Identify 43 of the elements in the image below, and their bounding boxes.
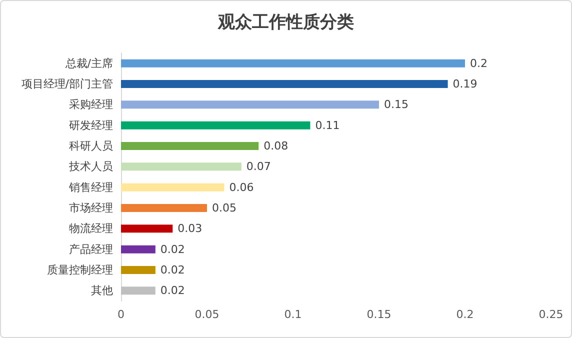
y-tick-label: 总裁/主席	[64, 56, 113, 70]
data-label: 0.11	[315, 118, 340, 132]
x-tick-label: 0.15	[366, 308, 392, 321]
bar	[121, 100, 379, 109]
data-label: 0.02	[160, 264, 185, 276]
y-tick-label: 质量控制经理	[47, 264, 113, 276]
data-label: 0.19	[452, 78, 478, 90]
data-label: 0.08	[264, 140, 288, 152]
bar	[121, 204, 207, 212]
data-label: 0.03	[178, 222, 202, 236]
y-tick-label: 其他	[91, 284, 113, 298]
data-label: 0.06	[229, 180, 254, 194]
bar	[121, 183, 224, 192]
data-label: 0.05	[212, 202, 236, 214]
bar	[121, 59, 465, 68]
y-tick-label: 研发经理	[69, 118, 113, 132]
x-tick-label: 0.25	[538, 308, 564, 321]
y-tick-label: 物流经理	[69, 222, 113, 236]
data-label: 0.02	[160, 242, 185, 256]
y-tick-label: 市场经理	[69, 202, 113, 214]
y-tick-label: 产品经理	[69, 242, 113, 256]
bar	[121, 224, 173, 233]
data-label: 0.2	[470, 56, 488, 70]
bar	[121, 121, 310, 130]
y-tick-label: 科研人员	[69, 140, 113, 152]
x-tick-label: 0.05	[194, 308, 220, 321]
bar	[121, 286, 156, 295]
bar	[121, 245, 156, 254]
bar	[121, 80, 448, 88]
x-tick-label: 0	[118, 308, 124, 321]
x-tick-label: 0.2	[456, 308, 474, 321]
data-label: 0.02	[160, 284, 185, 298]
y-tick-label: 项目经理/部门主管	[21, 78, 113, 90]
bar	[121, 266, 156, 274]
bar	[121, 162, 242, 171]
y-tick-label: 技术人员	[68, 160, 113, 174]
chart-title: 观众工作性质分类	[217, 12, 354, 32]
y-tick-label: 采购经理	[69, 98, 113, 112]
bar	[121, 142, 259, 150]
x-tick-label: 0.1	[284, 308, 302, 321]
y-tick-label: 销售经理	[68, 180, 113, 194]
data-label: 0.07	[246, 160, 271, 174]
data-label: 0.15	[384, 98, 408, 112]
